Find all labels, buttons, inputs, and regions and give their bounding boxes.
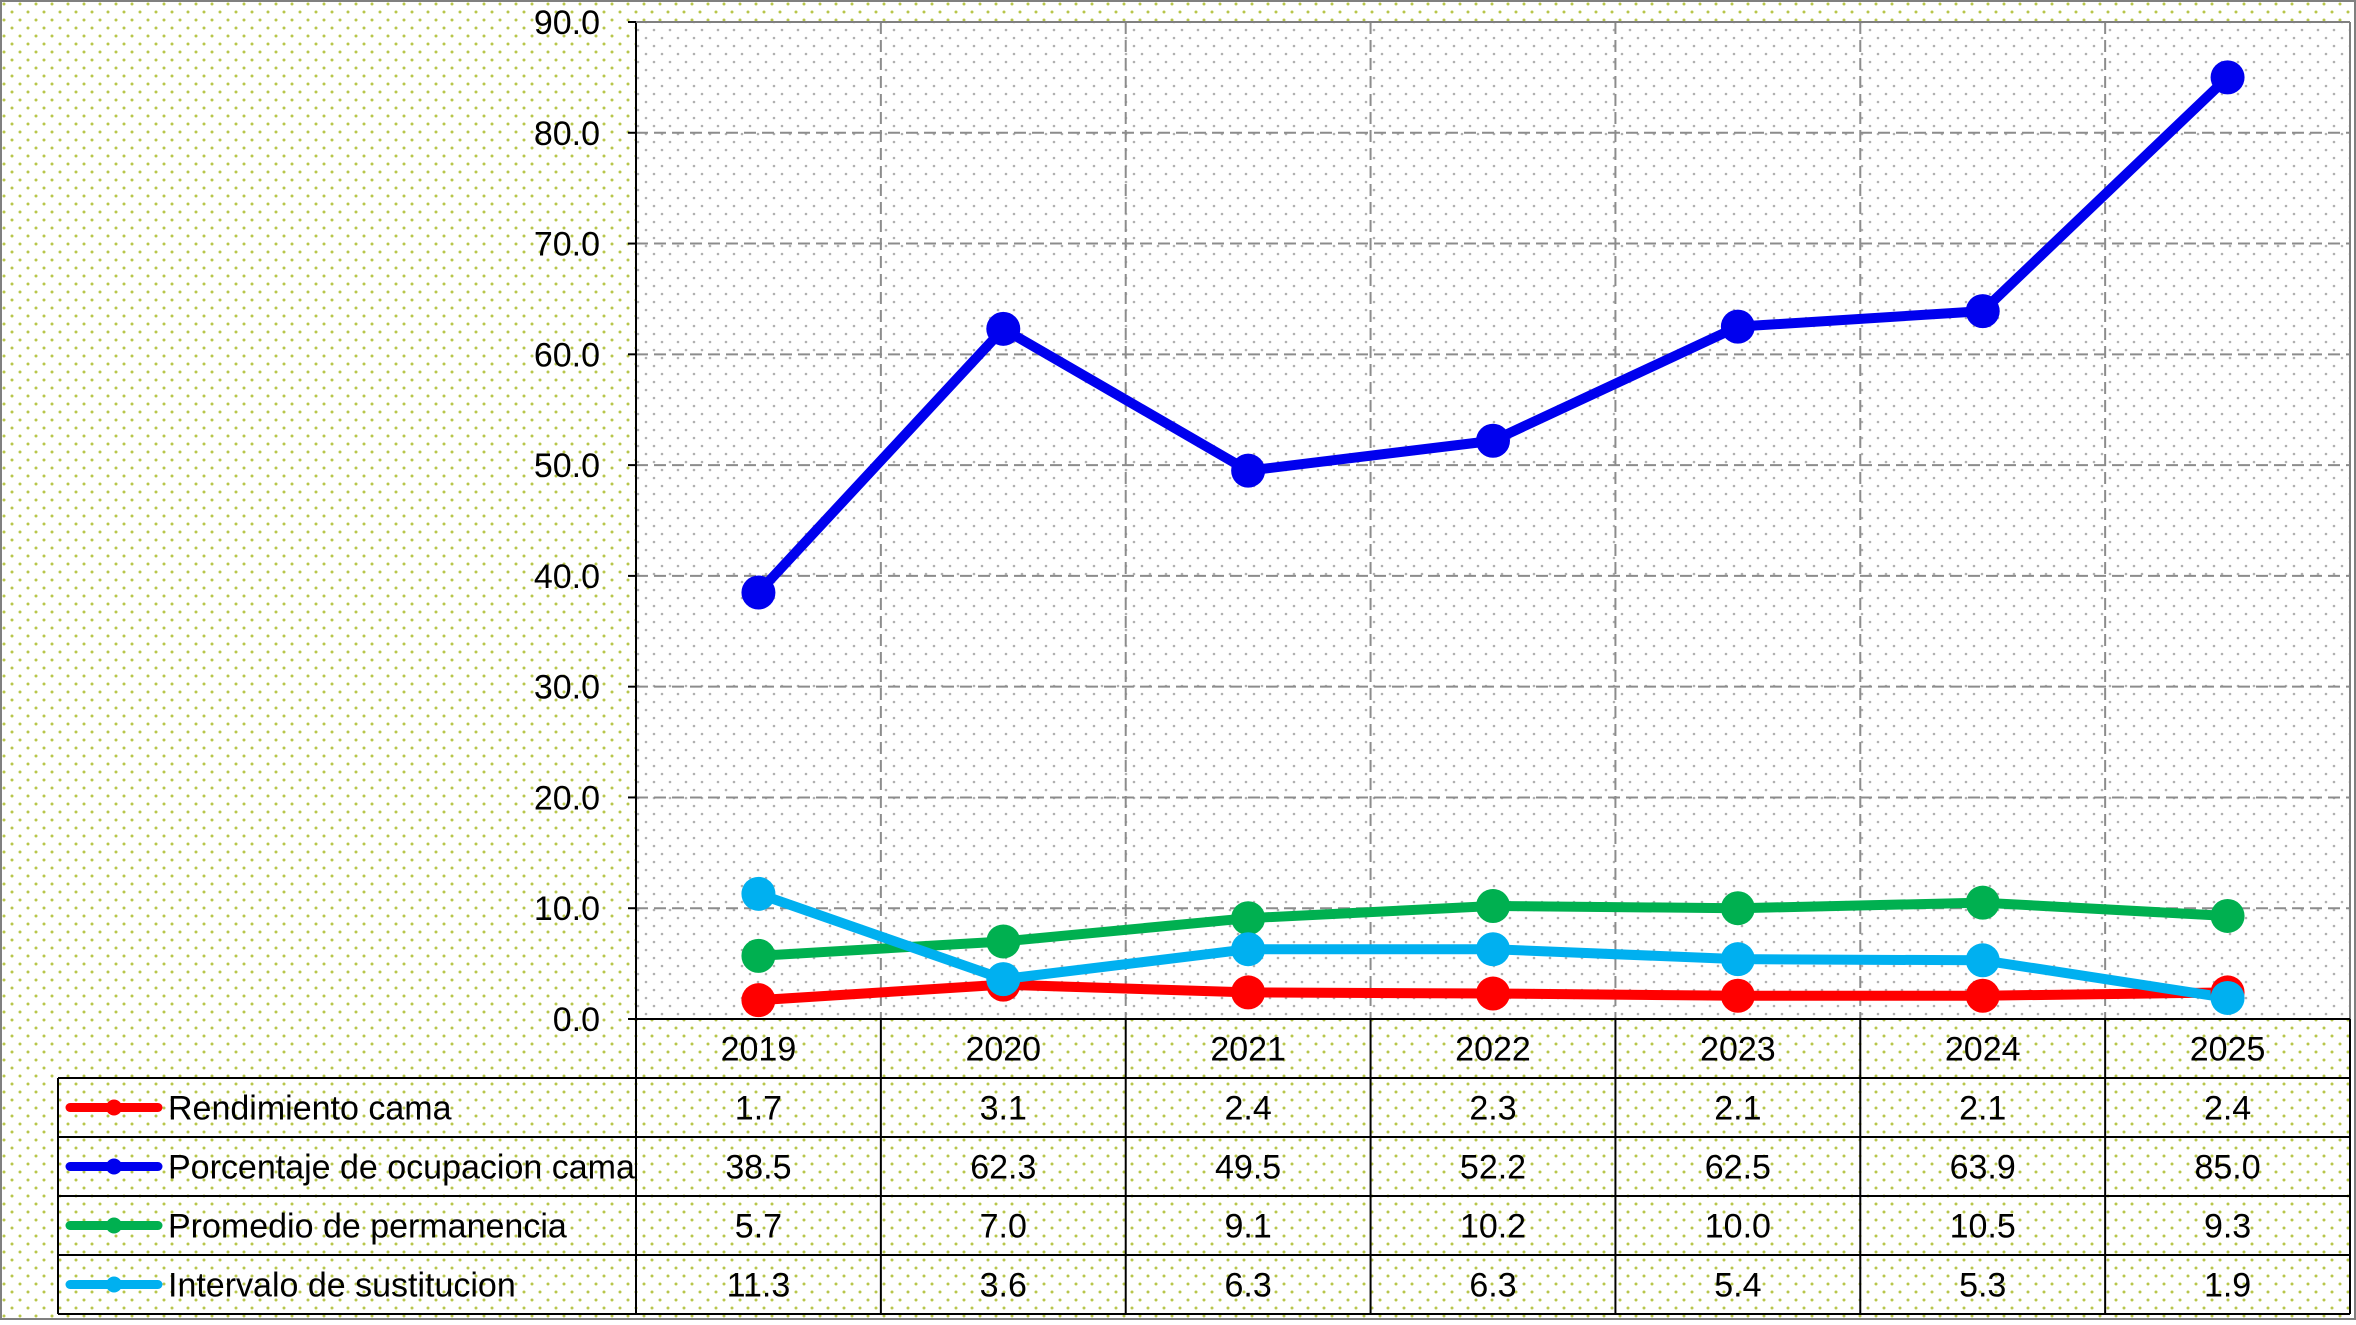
data-point <box>1231 975 1266 1010</box>
data-point <box>1720 891 1755 926</box>
data-cell: 3.6 <box>980 1267 1027 1305</box>
data-point <box>986 962 1021 997</box>
x-tick-label: 2024 <box>1945 1031 2021 1069</box>
y-tick-label: 0.0 <box>553 1001 600 1039</box>
data-point <box>1965 978 2000 1013</box>
data-point <box>1476 932 1510 967</box>
x-tick-label: 2019 <box>721 1031 797 1069</box>
legend-label: Promedio de permanencia <box>168 1208 567 1246</box>
data-cell: 62.3 <box>970 1149 1036 1187</box>
data-cell: 2.1 <box>1714 1090 1761 1128</box>
data-point <box>1720 942 1755 977</box>
data-cell: 10.5 <box>1950 1208 2016 1246</box>
data-point <box>741 575 776 610</box>
data-point <box>2210 898 2245 933</box>
legend-label: Porcentaje de ocupacion cama <box>168 1149 635 1187</box>
data-point <box>1231 453 1266 488</box>
data-cell: 5.3 <box>1959 1267 2006 1305</box>
series-markers <box>741 60 2245 1018</box>
legend-key-marker <box>106 1158 122 1175</box>
data-point <box>986 924 1021 959</box>
data-point <box>1476 423 1510 458</box>
data-cell: 63.9 <box>1950 1149 2016 1187</box>
data-cell: 9.1 <box>1225 1208 1272 1246</box>
data-cell: 11.3 <box>727 1267 791 1305</box>
data-cell: 2.4 <box>1225 1090 1272 1128</box>
data-cell: 9.3 <box>2204 1208 2251 1246</box>
data-cell: 6.3 <box>1469 1267 1516 1305</box>
legend-key-marker <box>106 1276 122 1293</box>
legend-key-marker <box>106 1099 122 1116</box>
data-cell: 2.1 <box>1959 1090 2006 1128</box>
legend-label: Rendimiento cama <box>168 1090 452 1128</box>
data-cell: 6.3 <box>1225 1267 1272 1305</box>
data-point <box>2210 60 2245 95</box>
y-tick-label: 30.0 <box>534 669 600 707</box>
data-cell: 2.4 <box>2204 1090 2251 1128</box>
x-tick-label: 2021 <box>1210 1031 1286 1069</box>
x-tick-label: 2022 <box>1455 1031 1531 1069</box>
data-point <box>741 938 776 973</box>
data-cell: 85.0 <box>2194 1149 2260 1187</box>
data-point <box>741 983 776 1018</box>
y-tick-label: 20.0 <box>534 779 600 817</box>
data-point <box>1965 294 2000 329</box>
data-cell: 1.9 <box>2204 1267 2251 1305</box>
data-point <box>1476 889 1510 924</box>
data-point <box>2210 980 2245 1015</box>
data-cell: 38.5 <box>725 1149 791 1187</box>
data-cell: 7.0 <box>980 1208 1027 1246</box>
y-tick-label: 40.0 <box>534 558 600 596</box>
y-axis-ticks: 0.0 10.0 20.0 30.0 40.0 50.0 60.0 70.0 80.0 90.0 <box>534 4 600 1039</box>
data-point <box>986 311 1021 346</box>
data-cell: 3.1 <box>980 1090 1027 1128</box>
data-point <box>741 876 776 911</box>
plot-area <box>636 22 2350 1019</box>
legend-label: Intervalo de sustitucion <box>168 1267 516 1305</box>
axes <box>628 21 2351 1020</box>
data-cell: 52.2 <box>1460 1149 1526 1187</box>
x-tick-label: 2023 <box>1700 1031 1776 1069</box>
y-tick-label: 70.0 <box>534 226 600 264</box>
data-table: 2019 2020 2021 2022 2023 2024 2025 Rendimiento … <box>57 1018 2351 1315</box>
legend-key-marker <box>106 1217 122 1234</box>
data-cell: 1.7 <box>735 1090 782 1128</box>
data-point <box>1965 943 2000 978</box>
data-point <box>1965 885 2000 920</box>
y-tick-label: 60.0 <box>534 336 600 374</box>
data-point <box>1720 978 1755 1013</box>
data-cell: 10.2 <box>1460 1208 1526 1246</box>
data-cell: 5.7 <box>735 1208 782 1246</box>
x-tick-label: 2020 <box>965 1031 1041 1069</box>
data-point <box>1231 932 1266 967</box>
data-cell: 10.0 <box>1705 1208 1771 1246</box>
data-cell: 5.4 <box>1714 1267 1761 1305</box>
y-tick-label: 80.0 <box>534 115 600 153</box>
x-tick-label: 2025 <box>2190 1031 2266 1069</box>
y-tick-label: 50.0 <box>534 447 600 485</box>
y-tick-label: 10.0 <box>534 890 600 928</box>
data-cell: 62.5 <box>1705 1149 1771 1187</box>
y-tick-label: 90.0 <box>534 4 600 42</box>
data-point <box>1476 976 1510 1011</box>
data-point <box>1720 309 1755 344</box>
data-cell: 49.5 <box>1215 1149 1281 1187</box>
data-point <box>1231 901 1266 936</box>
data-cell: 2.3 <box>1469 1090 1516 1128</box>
